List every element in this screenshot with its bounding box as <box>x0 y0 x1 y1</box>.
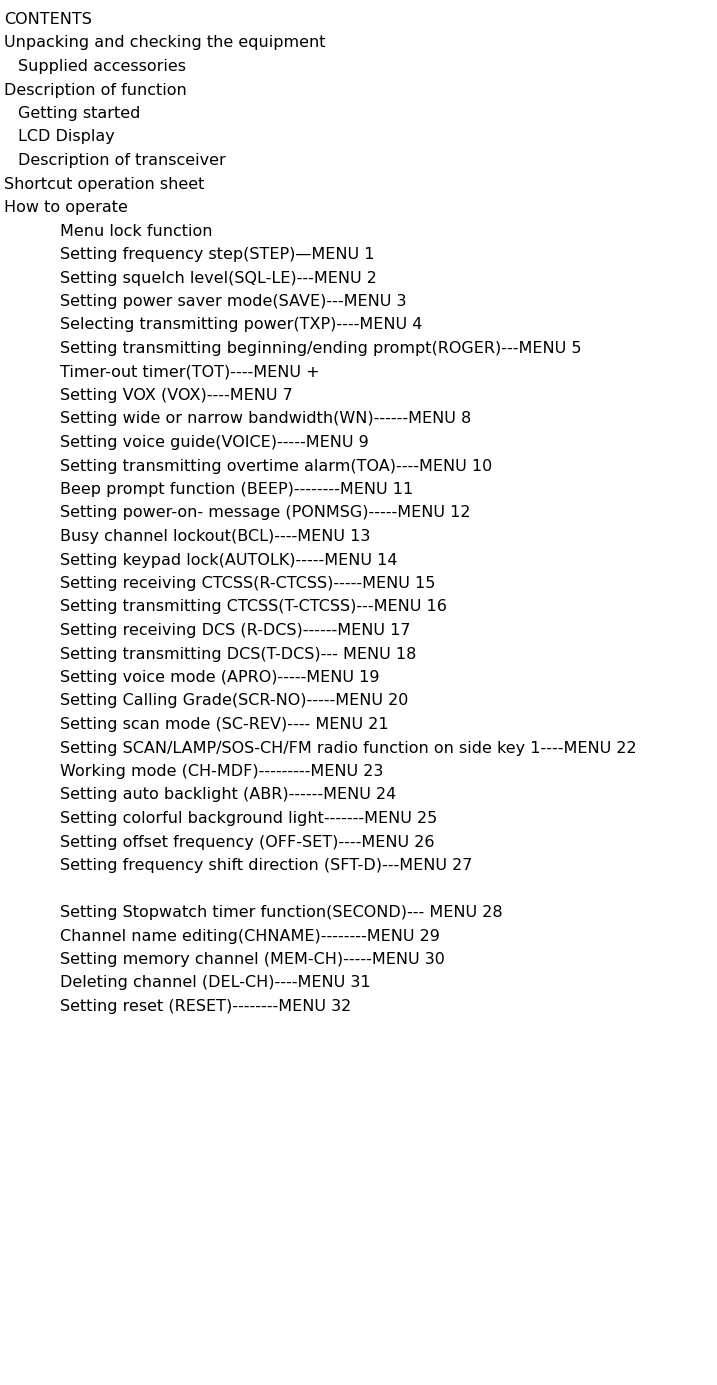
Text: Description of transceiver: Description of transceiver <box>18 152 226 168</box>
Text: Setting power saver mode(SAVE)---MENU 3: Setting power saver mode(SAVE)---MENU 3 <box>60 294 406 309</box>
Text: Timer-out timer(TOT)----MENU +: Timer-out timer(TOT)----MENU + <box>60 364 319 379</box>
Text: Setting transmitting beginning/ending prompt(ROGER)---MENU 5: Setting transmitting beginning/ending pr… <box>60 341 581 356</box>
Text: Working mode (CH-MDF)---------MENU 23: Working mode (CH-MDF)---------MENU 23 <box>60 765 383 778</box>
Text: Beep prompt function (BEEP)--------MENU 11: Beep prompt function (BEEP)--------MENU … <box>60 482 413 497</box>
Text: Unpacking and checking the equipment: Unpacking and checking the equipment <box>4 36 326 50</box>
Text: Setting transmitting overtime alarm(TOA)----MENU 10: Setting transmitting overtime alarm(TOA)… <box>60 458 492 474</box>
Text: Shortcut operation sheet: Shortcut operation sheet <box>4 176 204 191</box>
Text: Setting voice mode (APRO)-----MENU 19: Setting voice mode (APRO)-----MENU 19 <box>60 670 379 686</box>
Text: CONTENTS: CONTENTS <box>4 12 92 26</box>
Text: Setting wide or narrow bandwidth(WN)------MENU 8: Setting wide or narrow bandwidth(WN)----… <box>60 411 471 427</box>
Text: Setting scan mode (SC-REV)---- MENU 21: Setting scan mode (SC-REV)---- MENU 21 <box>60 717 388 733</box>
Text: Setting transmitting DCS(T-DCS)--- MENU 18: Setting transmitting DCS(T-DCS)--- MENU … <box>60 647 416 662</box>
Text: Setting auto backlight (ABR)------MENU 24: Setting auto backlight (ABR)------MENU 2… <box>60 788 396 802</box>
Text: Setting receiving CTCSS(R-CTCSS)-----MENU 15: Setting receiving CTCSS(R-CTCSS)-----MEN… <box>60 576 435 591</box>
Text: Description of function: Description of function <box>4 83 186 97</box>
Text: Supplied accessories: Supplied accessories <box>18 60 186 73</box>
Text: Deleting channel (DEL-CH)----MENU 31: Deleting channel (DEL-CH)----MENU 31 <box>60 975 370 990</box>
Text: Setting Stopwatch timer function(SECOND)--- MENU 28: Setting Stopwatch timer function(SECOND)… <box>60 904 502 920</box>
Text: Setting receiving DCS (R-DCS)------MENU 17: Setting receiving DCS (R-DCS)------MENU … <box>60 623 410 638</box>
Text: Channel name editing(CHNAME)--------MENU 29: Channel name editing(CHNAME)--------MENU… <box>60 928 440 943</box>
Text: Setting Calling Grade(SCR-NO)-----MENU 20: Setting Calling Grade(SCR-NO)-----MENU 2… <box>60 694 408 709</box>
Text: LCD Display: LCD Display <box>18 130 115 144</box>
Text: Setting voice guide(VOICE)-----MENU 9: Setting voice guide(VOICE)-----MENU 9 <box>60 435 369 450</box>
Text: Setting colorful background light-------MENU 25: Setting colorful background light-------… <box>60 812 437 825</box>
Text: Setting frequency step(STEP)—MENU 1: Setting frequency step(STEP)—MENU 1 <box>60 247 374 262</box>
Text: How to operate: How to operate <box>4 199 128 215</box>
Text: Selecting transmitting power(TXP)----MENU 4: Selecting transmitting power(TXP)----MEN… <box>60 317 422 332</box>
Text: Setting frequency shift direction (SFT-D)---MENU 27: Setting frequency shift direction (SFT-D… <box>60 857 472 873</box>
Text: Setting squelch level(SQL-LE)---MENU 2: Setting squelch level(SQL-LE)---MENU 2 <box>60 270 376 285</box>
Text: Setting SCAN/LAMP/SOS-CH/FM radio function on side key 1----MENU 22: Setting SCAN/LAMP/SOS-CH/FM radio functi… <box>60 741 636 755</box>
Text: Setting power-on- message (PONMSG)-----MENU 12: Setting power-on- message (PONMSG)-----M… <box>60 506 470 521</box>
Text: Menu lock function: Menu lock function <box>60 223 212 238</box>
Text: Busy channel lockout(BCL)----MENU 13: Busy channel lockout(BCL)----MENU 13 <box>60 529 370 544</box>
Text: Setting offset frequency (OFF-SET)----MENU 26: Setting offset frequency (OFF-SET)----ME… <box>60 835 434 849</box>
Text: Setting VOX (VOX)----MENU 7: Setting VOX (VOX)----MENU 7 <box>60 388 293 403</box>
Text: Setting keypad lock(AUTOLK)-----MENU 14: Setting keypad lock(AUTOLK)-----MENU 14 <box>60 553 397 568</box>
Text: Setting transmitting CTCSS(T-CTCSS)---MENU 16: Setting transmitting CTCSS(T-CTCSS)---ME… <box>60 600 447 615</box>
Text: Setting memory channel (MEM-CH)-----MENU 30: Setting memory channel (MEM-CH)-----MENU… <box>60 951 445 967</box>
Text: Getting started: Getting started <box>18 107 141 120</box>
Text: Setting reset (RESET)--------MENU 32: Setting reset (RESET)--------MENU 32 <box>60 999 351 1014</box>
